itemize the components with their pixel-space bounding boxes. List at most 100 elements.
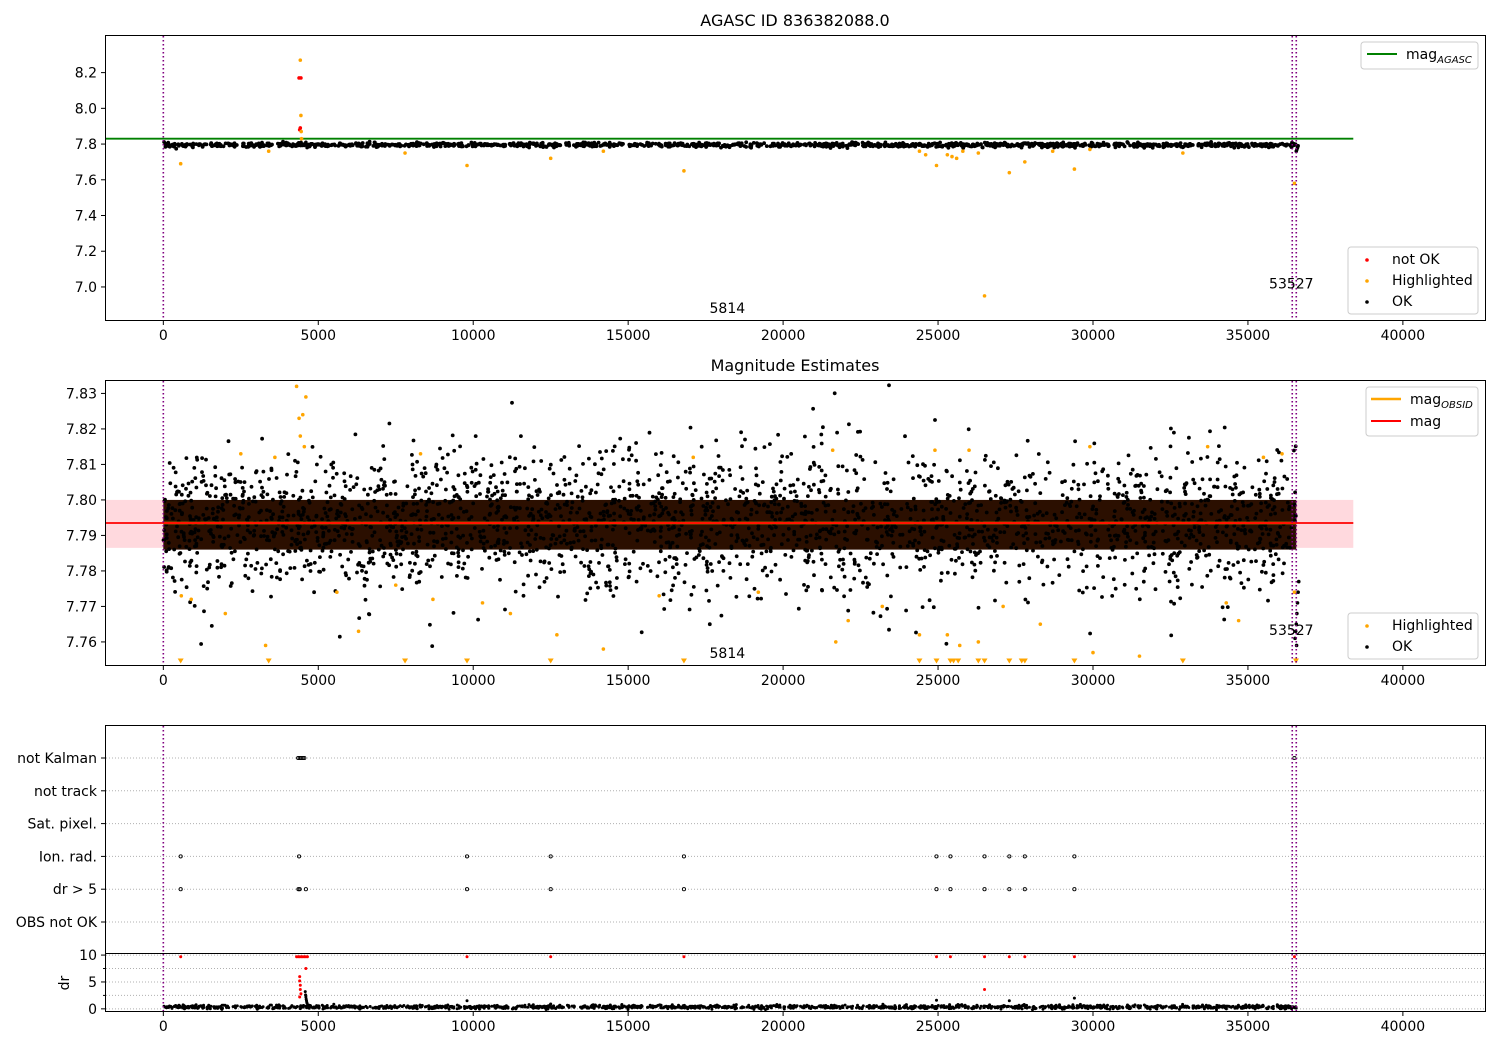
- ok-point: [557, 490, 562, 495]
- ok-point: [710, 501, 715, 505]
- ok-point: [549, 567, 554, 571]
- ok-point: [1220, 605, 1225, 610]
- highlighted-point: [657, 593, 661, 598]
- ok-point: [209, 624, 214, 628]
- ok-point: [513, 456, 518, 461]
- highlighted-point: [223, 611, 228, 616]
- ok-point: [1190, 460, 1195, 464]
- highlighted-point: [934, 163, 939, 168]
- ok-point: [880, 505, 884, 509]
- ok-point: [211, 507, 215, 511]
- ok-point: [812, 482, 816, 487]
- ok-point: [625, 508, 630, 513]
- ok-point: [1074, 529, 1078, 533]
- ok-point: [884, 530, 889, 534]
- ok-point: [1133, 529, 1138, 533]
- ok-point: [968, 491, 973, 496]
- ok-point: [1050, 580, 1055, 585]
- ok-point: [766, 537, 770, 542]
- y-tick-label: 7.0: [75, 280, 97, 296]
- ok-point: [768, 442, 772, 446]
- ok-point: [1269, 496, 1273, 500]
- ok-point: [1100, 469, 1105, 474]
- ok-point: [674, 562, 679, 566]
- ok-point: [1143, 539, 1148, 544]
- ok-point: [578, 529, 583, 534]
- ok-point: [874, 539, 878, 544]
- ok-point: [1006, 482, 1011, 487]
- ok-point: [602, 142, 606, 146]
- ok-point: [521, 593, 526, 598]
- ok-point: [947, 543, 952, 548]
- ok-point: [334, 516, 339, 521]
- ok-point: [164, 532, 169, 537]
- ok-point: [419, 527, 424, 532]
- ok-point: [1115, 493, 1120, 498]
- ok-point: [918, 568, 923, 572]
- ok-point: [641, 482, 646, 487]
- ok-point: [717, 465, 721, 470]
- ok-point: [832, 532, 837, 537]
- ok-point: [1242, 465, 1247, 470]
- ok-point: [1106, 486, 1111, 491]
- ok-point: [1085, 461, 1089, 466]
- ok-point: [645, 564, 650, 568]
- ok-point: [431, 530, 436, 535]
- ok-point: [411, 141, 415, 146]
- ok-point: [917, 474, 921, 478]
- ok-point: [502, 526, 507, 531]
- ok-point: [954, 558, 958, 563]
- ok-point: [413, 488, 417, 493]
- ok-point: [1134, 474, 1139, 478]
- ok-point: [1202, 142, 1207, 147]
- ok-point: [719, 613, 724, 618]
- ok-point: [714, 486, 719, 491]
- ok-point: [1221, 530, 1225, 535]
- ok-point: [922, 518, 926, 523]
- ok-point: [728, 576, 733, 580]
- legend-label-not-ok: not OK: [1392, 252, 1440, 268]
- highlighted-point: [1001, 604, 1005, 609]
- ok-point: [1213, 525, 1218, 529]
- ok-point: [173, 470, 178, 475]
- ok-point: [511, 141, 516, 146]
- ok-point: [1259, 501, 1263, 506]
- ok-point: [177, 143, 181, 148]
- ok-point: [811, 445, 816, 449]
- ok-point: [555, 483, 559, 487]
- ok-point: [836, 487, 840, 492]
- ok-point: [705, 482, 709, 486]
- ok-point: [449, 499, 454, 504]
- ok-point: [1044, 511, 1049, 516]
- ok-point: [461, 533, 465, 538]
- ok-point: [1091, 504, 1095, 509]
- ok-point: [729, 533, 734, 538]
- ok-point: [1232, 145, 1237, 150]
- ok-point: [921, 508, 926, 513]
- ok-point: [612, 462, 616, 466]
- ok-point: [1139, 488, 1143, 493]
- ok-point: [364, 570, 368, 575]
- ok-point: [1243, 531, 1248, 536]
- ok-point: [823, 473, 828, 478]
- ok-point: [813, 141, 817, 145]
- ok-point: [575, 533, 579, 538]
- ok-point: [1061, 529, 1065, 534]
- ok-point: [348, 488, 352, 492]
- ok-point: [688, 466, 692, 471]
- ok-point: [436, 512, 441, 517]
- ok-point: [944, 641, 949, 646]
- ok-point: [314, 513, 319, 518]
- ok-point: [930, 535, 935, 540]
- ok-point: [777, 502, 781, 507]
- ok-point: [1206, 141, 1211, 146]
- ok-point: [1080, 590, 1085, 595]
- ok-point: [1006, 142, 1010, 147]
- ok-point: [571, 540, 576, 545]
- ok-point: [315, 539, 320, 543]
- ok-point: [934, 497, 939, 501]
- highlighted-point: [1023, 160, 1027, 164]
- ok-point: [753, 446, 758, 451]
- ok-point: [739, 430, 743, 435]
- ok-point: [597, 561, 601, 565]
